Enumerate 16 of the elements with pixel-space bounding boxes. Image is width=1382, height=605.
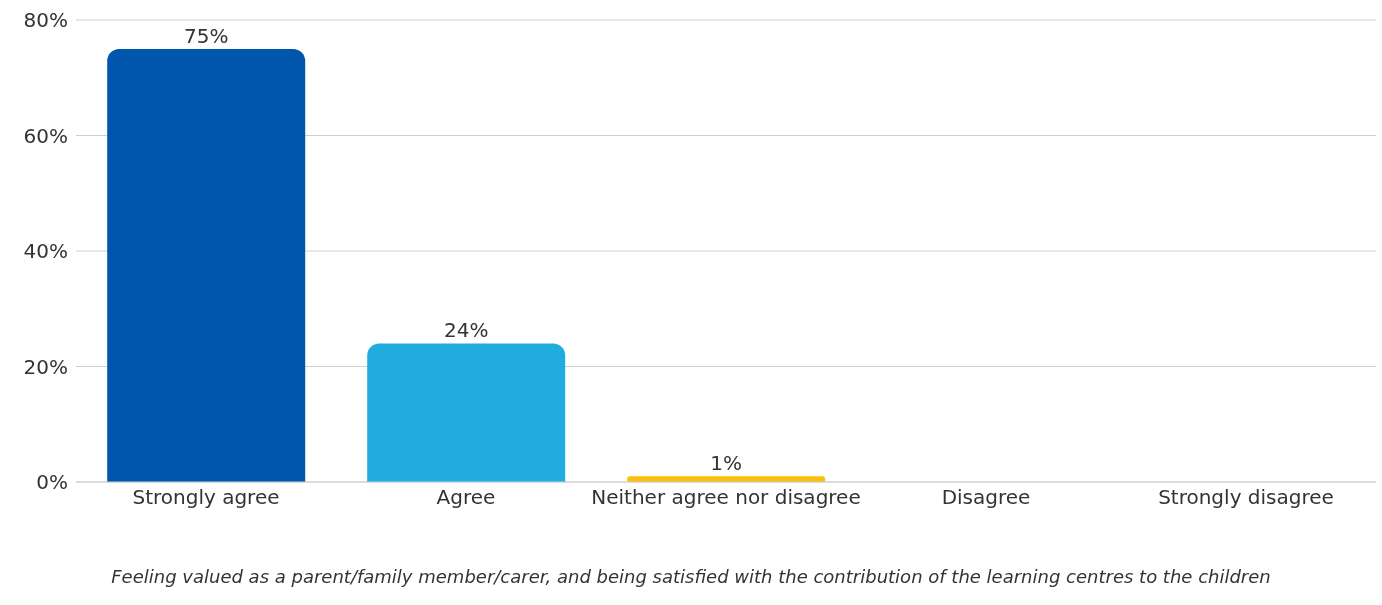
- y-tick-label: 80%: [23, 8, 68, 33]
- x-tick-label: Strongly agree: [132, 485, 280, 510]
- text: Feeling valued as a parent/family member/carer, and being satisfied with the contribution of the learning centres to the children: [110, 566, 1272, 587]
- x-tick-label: Neither agree nor disagree: [591, 485, 861, 510]
- x-tick-label: Strongly disagree: [1158, 485, 1334, 510]
- y-tick-label: 0%: [36, 470, 68, 495]
- data-label: 1%: [710, 451, 743, 476]
- y-tick-label: 60%: [23, 123, 68, 148]
- y-tick-label: 20%: [23, 354, 68, 379]
- x-tick-label: Agree: [436, 485, 496, 510]
- bar: [367, 343, 566, 482]
- x-tick-label: Disagree: [941, 485, 1031, 510]
- data-label: 75%: [183, 23, 229, 48]
- y-tick-label: 40%: [23, 239, 68, 264]
- data-label: 24%: [443, 318, 489, 343]
- bar: [107, 48, 306, 482]
